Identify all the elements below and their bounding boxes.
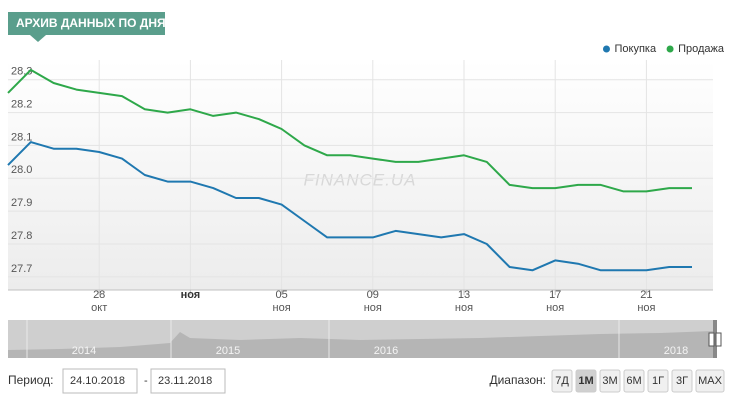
range-button-label: 1Г: [652, 375, 664, 387]
y-tick-label: 28.2: [11, 98, 32, 110]
plot: 27.727.827.928.028.128.228.3: [7, 60, 713, 290]
navigator-handle[interactable]: [708, 332, 715, 347]
range-button[interactable]: [551, 369, 573, 393]
header-arrow: [30, 35, 46, 42]
range-button-label: 6М: [626, 375, 641, 387]
navigator-label: 2018: [664, 345, 688, 357]
x-tick-label: 21: [640, 289, 652, 301]
range-button[interactable]: [671, 369, 693, 393]
range-label: Диапазон:: [489, 373, 546, 387]
date-to: 23.11.2018: [158, 375, 212, 387]
x-tick-sublabel: окт: [91, 302, 107, 314]
y-tick-label: 27.7: [11, 263, 32, 275]
range-button-label: MAX: [698, 375, 723, 387]
navigator-area: [8, 331, 713, 358]
navigator-handle[interactable]: [715, 332, 722, 347]
legend-label: Продажа: [678, 43, 725, 55]
navigator-label: 2016: [374, 345, 398, 357]
date-from: 24.10.2018: [70, 375, 125, 387]
y-tick-label: 28.0: [11, 164, 32, 176]
range-button[interactable]: [647, 369, 669, 393]
y-tick-label: 27.8: [11, 230, 32, 242]
range-button[interactable]: [599, 369, 621, 393]
x-tick-label: 28: [93, 289, 105, 301]
range-button-label: 3М: [602, 375, 617, 387]
controls: Период: 24.10.2018 -23.11.2018 Диапазон: 7Д 1…: [8, 368, 725, 394]
period-label: Период:: [8, 373, 53, 387]
range-button-label: 3Г: [676, 375, 688, 387]
x-tick-sublabel: ноя: [364, 302, 382, 314]
range-button[interactable]: [623, 369, 645, 393]
x-tick-label: ноя: [181, 289, 201, 301]
header-tab: [8, 12, 165, 35]
range-button-label: 7Д: [555, 375, 569, 387]
y-tick-label: 27.9: [11, 197, 32, 209]
range-button[interactable]: [575, 369, 597, 393]
navigator-label: 2015: [216, 345, 240, 357]
range-button-label: 1М: [578, 375, 593, 387]
legend-label: Покупка: [614, 43, 656, 55]
separator: -: [144, 375, 148, 387]
x-tick-sublabel: ноя: [273, 302, 291, 314]
legend-marker: [602, 45, 610, 53]
navigator-labels: 2014 2015 2016 2018: [26, 320, 688, 358]
date-input[interactable]: [62, 368, 138, 394]
x-tick-sublabel: ноя: [637, 302, 655, 314]
range-button[interactable]: [695, 369, 725, 393]
y-tick-label: 28.1: [11, 131, 32, 143]
x-tick-label: 13: [458, 289, 470, 301]
series-line: [7, 68, 692, 193]
navigator-label: 2014: [72, 345, 96, 357]
x-tick-sublabel: ноя: [455, 302, 473, 314]
date-input[interactable]: [150, 368, 226, 394]
watermark: FINANCE.UA: [304, 170, 417, 189]
navigator-selection: [713, 320, 717, 358]
legend-marker: [666, 45, 674, 53]
x-tick-label: 05: [275, 289, 287, 301]
x-tick-label: 17: [549, 289, 561, 301]
x-tick-sublabel: ноя: [546, 302, 564, 314]
header-title: АРХИВ ДАННЫХ ПО ДНЯМ: [16, 16, 176, 30]
series-line: [7, 141, 692, 272]
x-tick-label: 09: [367, 289, 379, 301]
